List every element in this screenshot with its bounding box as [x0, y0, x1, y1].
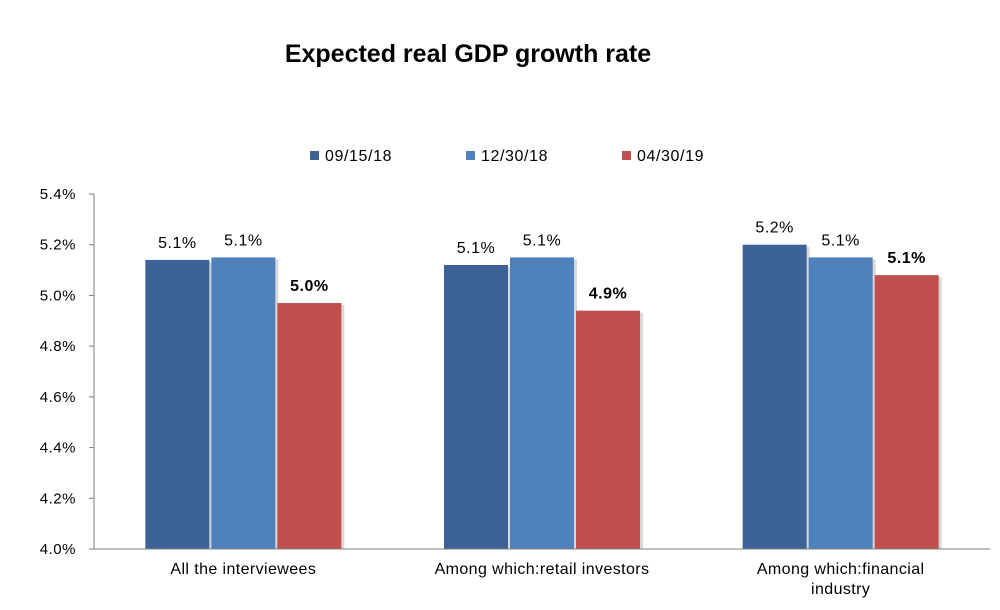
bar [874, 275, 939, 549]
bar [576, 310, 640, 549]
legend: 09/15/18 12/30/18 04/30/19 [310, 148, 704, 165]
bar [145, 259, 210, 549]
legend-swatch [310, 151, 319, 160]
bar [211, 257, 276, 549]
legend-label: 09/15/18 [325, 148, 392, 165]
x-axis: All the interviewees Among which:retail i… [94, 548, 990, 598]
legend-swatch [622, 151, 631, 160]
x-tick-label: Among which:retail investors [435, 561, 650, 578]
y-tick-label: 4.4% [40, 440, 76, 457]
data-label: 5.1% [457, 240, 495, 257]
bar [808, 257, 873, 549]
y-tick-label: 5.4% [40, 186, 76, 203]
y-tick-label: 5.2% [40, 237, 76, 254]
y-tick-label: 4.6% [40, 389, 76, 406]
data-label: 5.2% [755, 220, 793, 237]
plot-area: 5.1% 5.1% 5.0% 5.1% 5.1% 4.9% 5.2% 5.1% 5.1% [145, 220, 942, 549]
data-label: 4.9% [589, 286, 627, 303]
y-axis: 4.0% 4.2% 4.4% 4.6% 4.8% 5.0% 5.2% 5.4% [40, 186, 95, 558]
y-tick-label: 4.0% [40, 541, 76, 558]
bar [444, 265, 508, 549]
x-tick-label: All the interviewees [170, 561, 316, 578]
bar [742, 244, 807, 549]
legend-label: 12/30/18 [481, 148, 548, 165]
data-label: 5.1% [523, 232, 561, 249]
x-tick-label: industry [811, 581, 870, 598]
legend-swatch [466, 151, 475, 160]
chart-title: Expected real GDP growth rate [285, 40, 651, 68]
bar [277, 303, 342, 549]
y-tick-label: 4.2% [40, 490, 76, 507]
x-tick-label: Among which:financial [757, 561, 925, 578]
y-tick-label: 4.8% [40, 338, 76, 355]
data-label: 5.1% [158, 235, 196, 252]
data-label: 5.1% [224, 232, 262, 249]
data-label: 5.0% [290, 278, 328, 295]
data-label: 5.1% [887, 250, 925, 267]
legend-label: 04/30/19 [637, 148, 704, 165]
y-tick-label: 5.0% [40, 287, 76, 304]
data-label: 5.1% [821, 232, 859, 249]
bar [510, 257, 574, 549]
